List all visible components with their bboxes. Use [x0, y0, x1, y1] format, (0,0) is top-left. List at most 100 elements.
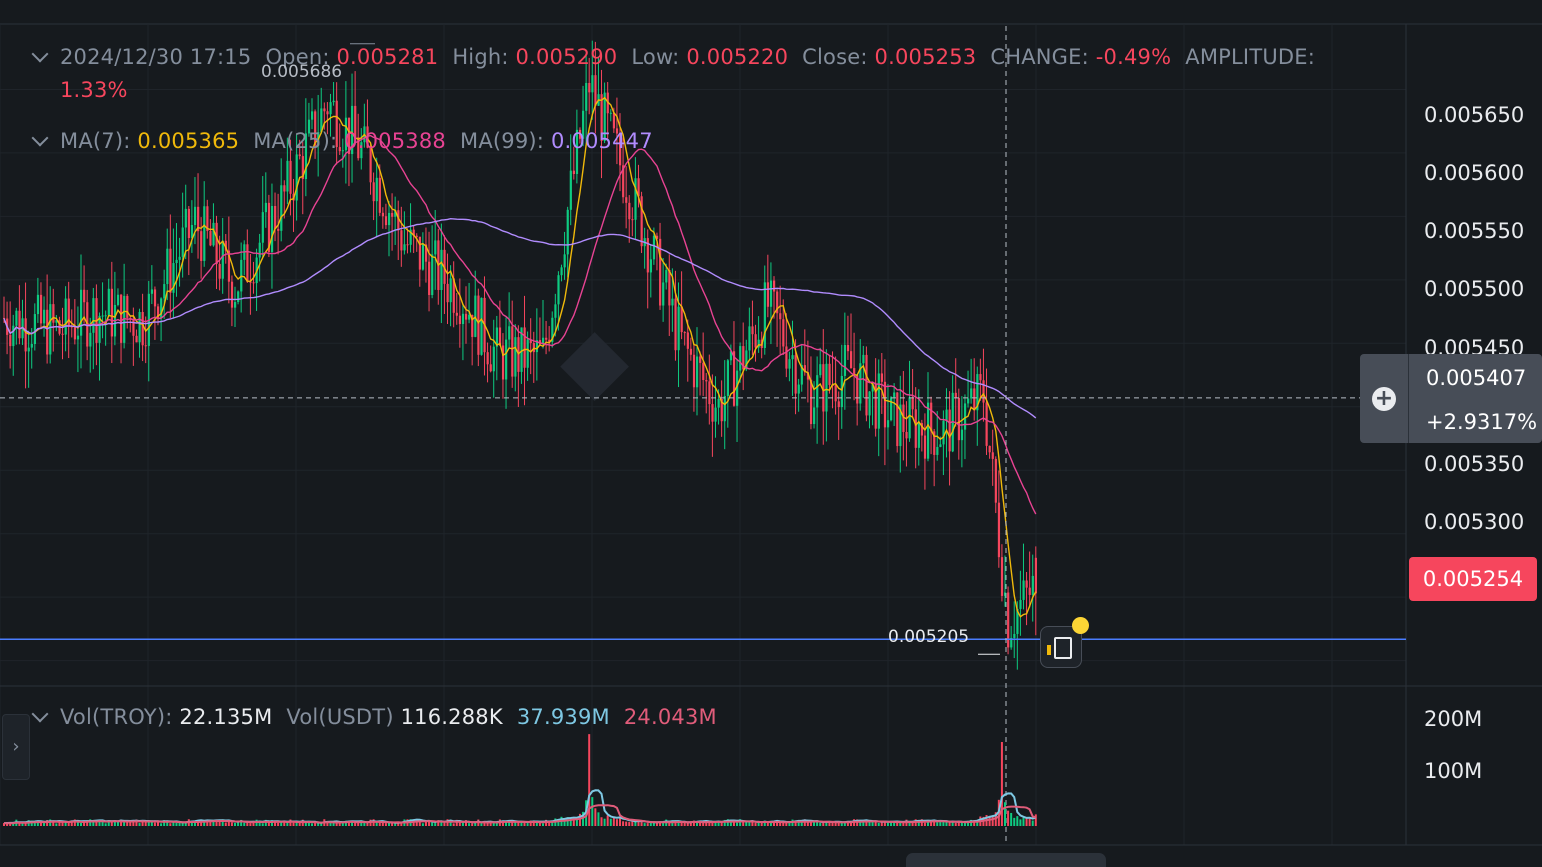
candle-body — [1022, 580, 1025, 600]
volume-bar — [92, 820, 95, 826]
volume-bar — [652, 821, 655, 826]
chevron-down-icon[interactable] — [31, 129, 49, 147]
volume-bar — [230, 822, 233, 826]
candle-body — [157, 306, 160, 319]
candle-body — [311, 111, 314, 120]
candle-body — [489, 364, 492, 372]
volume-bar — [742, 821, 745, 826]
candle-body — [757, 339, 760, 348]
volume-bar — [822, 822, 825, 826]
ma25-value: 0.005388 — [344, 129, 446, 153]
volume-bar — [471, 823, 474, 826]
candle-body — [61, 333, 64, 335]
volume-bar — [529, 820, 532, 826]
volume-bar — [862, 820, 865, 826]
chevron-down-icon[interactable] — [31, 45, 49, 63]
volume-bar — [597, 812, 600, 826]
plus-icon: + — [1372, 387, 1396, 411]
candle-body — [153, 289, 157, 307]
document-icon[interactable] — [1040, 626, 1082, 668]
candle-body — [779, 313, 782, 320]
volume-bar — [970, 819, 973, 826]
volume-bar — [628, 822, 631, 826]
candle-body — [80, 289, 83, 336]
candle-body — [212, 222, 215, 246]
volume-bar — [320, 823, 323, 826]
volume-bar — [683, 822, 686, 826]
add-alert-button[interactable]: + — [1360, 354, 1409, 443]
candle-body — [246, 244, 249, 282]
candle-body — [883, 381, 887, 428]
candle-body — [375, 177, 378, 202]
candle-body — [575, 129, 579, 174]
candle-body — [406, 244, 409, 246]
candle-body — [67, 298, 70, 327]
volume-bar — [415, 819, 418, 826]
candle-body — [711, 404, 714, 422]
volume-bar — [689, 821, 692, 826]
volume-bar — [141, 820, 144, 826]
volume-bar — [622, 821, 625, 826]
candle-body — [609, 112, 612, 114]
event-dot[interactable] — [1072, 617, 1089, 634]
horizontal-scrollbar[interactable] — [906, 853, 1106, 867]
candle-body — [637, 178, 640, 197]
candle-body — [144, 345, 147, 347]
candle-body — [794, 355, 797, 394]
candle-body — [495, 327, 498, 347]
ma99-line — [3, 217, 1037, 419]
volume-bar — [492, 822, 495, 826]
candle-body — [415, 235, 418, 237]
ma7-line — [3, 96, 1037, 618]
chevron-down-icon[interactable] — [31, 705, 49, 723]
volume-bar — [806, 820, 809, 826]
volume-bar — [819, 822, 822, 826]
volume-bar — [203, 820, 206, 826]
volume-bar — [138, 823, 141, 826]
volume-bar — [517, 822, 520, 826]
volume-bar — [846, 820, 849, 826]
volume-bar — [988, 815, 991, 826]
candle-body — [853, 368, 856, 376]
candle-body — [190, 224, 194, 239]
candle-body — [206, 206, 209, 232]
candle-body — [569, 170, 572, 210]
volume-bar — [110, 821, 113, 826]
candle-body — [671, 298, 674, 306]
volume-bar — [21, 822, 24, 826]
volume-tick: 200M — [1424, 707, 1483, 731]
candle-body — [809, 379, 813, 425]
volume-bar — [520, 821, 523, 826]
volume-bar — [283, 820, 286, 826]
candle-body — [1016, 608, 1019, 634]
volume-bar — [699, 820, 702, 826]
candle-body — [982, 380, 985, 403]
candle-body — [505, 339, 508, 380]
volume-bar — [566, 817, 569, 826]
candle-body — [554, 304, 557, 318]
ma-header: MA(7): 0.005365 MA(25): 0.005388 MA(99): 0… — [31, 129, 667, 153]
candle-body — [104, 315, 107, 317]
candle-body — [890, 397, 893, 421]
volume-bar — [779, 822, 782, 826]
candle-body — [150, 289, 154, 294]
volume-bar — [1031, 820, 1034, 826]
volume-bar — [357, 821, 360, 826]
volume-bar — [169, 823, 172, 826]
candle-body — [508, 326, 511, 340]
amplitude-label: AMPLITUDE: — [1185, 45, 1316, 69]
candle-body — [585, 82, 588, 111]
volume-bar — [495, 822, 498, 826]
candle-body — [754, 334, 757, 348]
change-value: -0.49% — [1095, 45, 1172, 69]
watermark-logo: ◆ — [560, 307, 629, 412]
ma7-label: MA(7): — [60, 129, 131, 153]
candle-body — [230, 281, 234, 308]
price-tick: 0.005550 — [1424, 219, 1525, 243]
crosshair-price: 0.005407 — [1426, 366, 1527, 390]
candle-body — [736, 370, 739, 406]
expand-sidebar-button[interactable]: › — [2, 714, 30, 780]
volume-bar — [280, 822, 283, 826]
price-tick: 0.005600 — [1424, 161, 1525, 185]
